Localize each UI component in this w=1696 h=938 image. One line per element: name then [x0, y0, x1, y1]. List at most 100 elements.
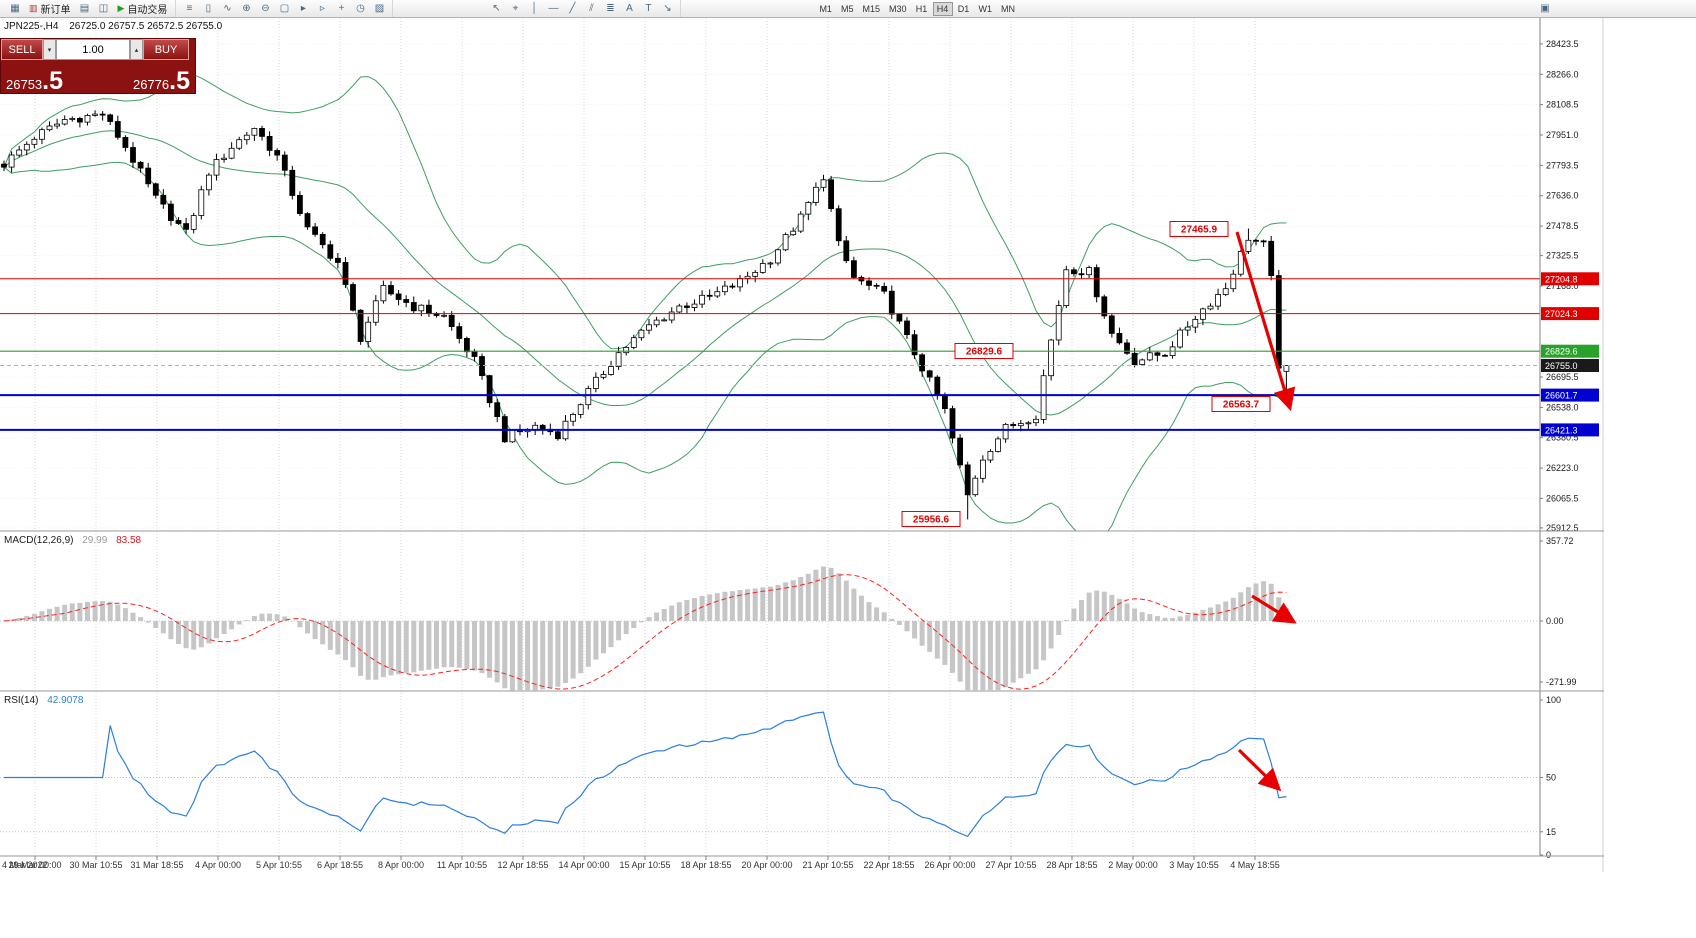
level-price-badge: [1541, 388, 1599, 402]
timeframe-m5-button[interactable]: M5: [840, 3, 854, 14]
timeframe-h1-button[interactable]: H1: [915, 3, 928, 14]
sell-button[interactable]: SELL: [1, 39, 43, 60]
time-axis-label: 4 Apr 00:00: [195, 860, 241, 870]
data-window-icon[interactable]: ◫: [98, 3, 109, 14]
rsi-name: RSI(14): [4, 695, 39, 706]
macd-signal-value: 83.58: [116, 535, 142, 546]
new-order-label: 新订单: [40, 5, 71, 16]
vertical-line-tool-icon[interactable]: │: [531, 3, 538, 14]
timeframe-m15-button[interactable]: M15: [862, 3, 880, 14]
auto-scroll-icon[interactable]: ▸: [300, 3, 306, 14]
symbol-header: JPN225-,H4 26725.0 26757.5 26572.5 26755…: [4, 21, 222, 32]
auto-trading-label: 自动交易: [127, 5, 168, 16]
price-tag[interactable]: 25956.6: [901, 511, 961, 527]
toolbar-overflow-icon[interactable]: ▣: [1540, 3, 1550, 14]
trade-prices-row: 26753.5 26776.5: [1, 60, 195, 94]
price-axis[interactable]: 28423.5 28266.0 28108.5 27951.0 27793.5 27636…: [1539, 18, 1604, 872]
chart-tools-group: ≡ ▯ ∿ ⊕ ⊖ ▢ ▸ ▹ + ◷ ▨: [176, 0, 394, 17]
price-axis-label: 26065.5: [1546, 493, 1579, 503]
chart-background: [0, 18, 1604, 872]
periods-icon[interactable]: ◷: [356, 3, 365, 14]
time-axis-label: 4 May 18:55: [1230, 860, 1280, 870]
price-axis-label: 27636.0: [1546, 191, 1579, 201]
macd-pane[interactable]: [0, 566, 1540, 698]
price-tag[interactable]: 26563.7: [1211, 396, 1271, 412]
price-tag-label: 26563.7: [1223, 400, 1260, 411]
ohlc-values: 26725.0 26757.5 26572.5 26755.0: [69, 21, 223, 32]
sell-price-pips: .5: [42, 67, 64, 95]
level-price-badge: [1541, 423, 1599, 437]
price-axis-label: 26695.5: [1546, 372, 1579, 382]
volume-down-button[interactable]: ▾: [43, 39, 56, 60]
timeframe-w1-button[interactable]: W1: [978, 3, 993, 14]
chart-canvas[interactable]: 28423.5 28266.0 28108.5 27951.0 27793.5 27636…: [0, 18, 1604, 872]
time-axis-label: 22 Apr 18:55: [863, 860, 914, 870]
horizontal-line-tool-icon[interactable]: —: [548, 3, 559, 14]
crosshair-icon[interactable]: ⌖: [512, 3, 519, 14]
arrows-tool-icon[interactable]: ↘: [663, 3, 672, 14]
cursor-icon[interactable]: ↖: [492, 3, 501, 14]
rsi-pane[interactable]: [0, 711, 1540, 838]
rsi-axis-label: 50: [1546, 773, 1556, 783]
time-axis-label: 8 Apr 00:00: [378, 860, 424, 870]
tile-windows-icon[interactable]: ▢: [279, 3, 290, 14]
timeframe-d1-button[interactable]: D1: [957, 3, 970, 14]
timeframe-group: M1 M5 M15 M30 H1 H4 D1 W1 MN: [811, 0, 1023, 17]
new-order-button[interactable]: ▥ 新订单: [25, 1, 75, 16]
chart-window: 28423.5 28266.0 28108.5 27951.0 27793.5 27636…: [0, 18, 1604, 877]
price-axis-label: 28266.0: [1546, 69, 1579, 79]
level-price-badge: [1541, 344, 1599, 358]
macd-name: MACD(12,26,9): [4, 535, 74, 546]
volume-input[interactable]: [56, 39, 130, 60]
time-axis-label: 27 Apr 10:55: [985, 860, 1036, 870]
price-axis-label: 27325.5: [1546, 251, 1579, 261]
add-indicator-icon[interactable]: +: [338, 3, 345, 14]
timeframe-h4-button[interactable]: H4: [932, 1, 953, 16]
time-axis-label: 12 Apr 18:55: [497, 860, 548, 870]
buy-button[interactable]: BUY: [143, 39, 189, 60]
price-axis-label: 26223.0: [1546, 463, 1579, 473]
candlestick-mode-icon[interactable]: ▯: [205, 3, 212, 14]
main-chart-pane[interactable]: [0, 18, 1540, 541]
volume-up-button[interactable]: ▴: [130, 39, 143, 60]
text-label-tool-icon[interactable]: T: [645, 3, 652, 14]
chart-list-icon[interactable]: ▤: [79, 3, 90, 14]
rsi-axis-label: 15: [1546, 827, 1556, 837]
timeframe-m30-button[interactable]: M30: [888, 3, 907, 14]
level-price-badge-label: 26601.7: [1545, 391, 1578, 401]
auto-trading-button[interactable]: ▶ 自动交易: [114, 1, 172, 16]
trade-controls-row: SELL ▾ ▴ BUY: [1, 39, 195, 60]
chart-shift-icon[interactable]: ▹: [319, 3, 325, 14]
price-axis-label: 27168.0: [1546, 281, 1579, 291]
zoom-in-icon[interactable]: ⊕: [242, 3, 251, 14]
zoom-out-icon[interactable]: ⊖: [261, 3, 270, 14]
timeframe-m1-button[interactable]: M1: [819, 3, 832, 14]
price-tag[interactable]: 26829.6: [954, 343, 1014, 359]
line-chart-mode-icon[interactable]: ∿: [223, 3, 232, 14]
trend-arrow[interactable]: [1251, 594, 1297, 624]
rsi-axis-label: 0: [1546, 850, 1551, 860]
text-tool-icon[interactable]: A: [626, 3, 633, 14]
level-price-badge-label: 26829.6: [1545, 347, 1578, 357]
trendline-tool-icon[interactable]: ╱: [569, 3, 576, 14]
templates-icon[interactable]: ▨: [374, 3, 385, 14]
trend-arrow[interactable]: [1235, 231, 1296, 412]
sell-price-main: 26753: [6, 77, 43, 92]
level-price-badge-label: 26421.3: [1545, 425, 1578, 435]
price-axis-label: 28108.5: [1546, 100, 1579, 110]
time-axis-label: 21 Apr 10:55: [802, 860, 853, 870]
timeframe-mn-button[interactable]: MN: [1001, 3, 1015, 14]
bar-chart-mode-icon[interactable]: ≡: [186, 3, 193, 14]
level-price-badge-label: 27204.8: [1545, 274, 1578, 284]
fibonacci-tool-icon[interactable]: ≣: [606, 3, 615, 14]
price-tag-label: 27465.9: [1181, 225, 1218, 236]
new-chart-icon[interactable]: ▦: [10, 3, 20, 14]
time-axis-label: 4 Mar 2022: [2, 860, 48, 870]
trend-arrow[interactable]: [1237, 748, 1282, 792]
price-axis-label: 27793.5: [1546, 160, 1579, 170]
price-tag-label: 26829.6: [966, 347, 1003, 358]
price-tag[interactable]: 27465.9: [1169, 221, 1229, 237]
channel-tool-icon[interactable]: ⫽: [589, 3, 594, 14]
